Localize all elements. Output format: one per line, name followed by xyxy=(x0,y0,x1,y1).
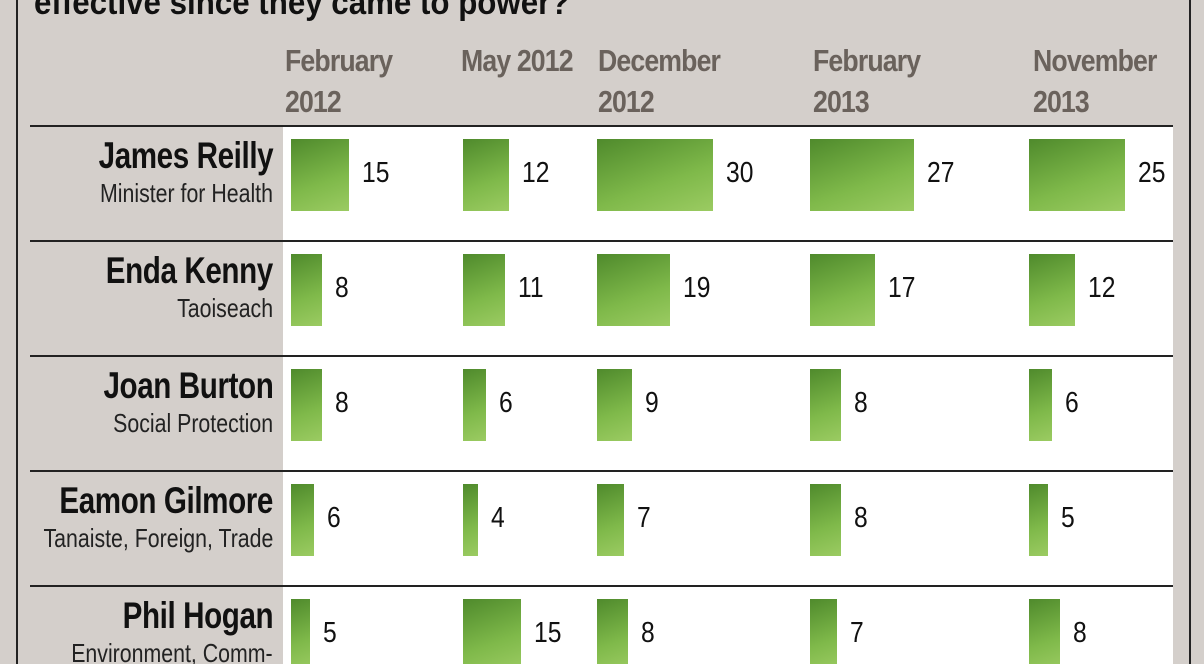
bar xyxy=(597,484,624,556)
bar xyxy=(291,599,311,664)
value-label: 8 xyxy=(853,387,868,419)
value-label: 17 xyxy=(888,272,916,304)
bar xyxy=(291,369,322,441)
value-label: 12 xyxy=(522,157,550,189)
bar xyxy=(463,254,506,326)
column-header: May 2012 xyxy=(461,43,574,78)
value-label: 19 xyxy=(683,272,711,304)
value-label: 15 xyxy=(533,617,562,649)
value-label: 7 xyxy=(849,617,864,649)
person-role: Social Protection xyxy=(113,408,273,438)
bar xyxy=(597,599,628,664)
bar xyxy=(810,484,841,556)
value-label: 7 xyxy=(636,502,651,534)
person-name: James Reilly xyxy=(98,135,273,176)
bar xyxy=(291,254,322,326)
bar xyxy=(463,484,479,556)
column-header: February 2013 xyxy=(813,43,921,119)
person-role: Tanaiste, Foreign, Trade xyxy=(43,523,273,553)
value-label: 8 xyxy=(640,617,655,649)
column-header: February 2012 xyxy=(285,43,393,119)
bar xyxy=(810,139,914,211)
value-label: 12 xyxy=(1088,272,1116,304)
value-label: 15 xyxy=(361,157,390,189)
bar xyxy=(463,369,487,441)
bar xyxy=(1029,139,1126,211)
bar xyxy=(463,599,521,664)
bar xyxy=(1029,484,1049,556)
bar xyxy=(1029,599,1060,664)
person-role: Taoiseach xyxy=(176,293,273,323)
bar xyxy=(810,599,837,664)
bar xyxy=(1029,254,1076,326)
value-label: 9 xyxy=(644,387,659,419)
frame-left xyxy=(16,0,18,664)
person-name: Phil Hogan xyxy=(122,595,273,636)
column-header: November 2013 xyxy=(1033,43,1157,119)
bar xyxy=(291,139,349,211)
bar xyxy=(291,484,315,556)
row-separator xyxy=(30,470,1173,472)
value-label: 8 xyxy=(334,272,349,304)
value-label: 11 xyxy=(518,272,544,304)
person-name: Joan Burton xyxy=(103,365,273,406)
value-label: 8 xyxy=(853,502,868,534)
row-separator xyxy=(30,240,1173,242)
value-label: 6 xyxy=(1065,387,1079,419)
person-name: Enda Kenny xyxy=(105,250,273,291)
row-separator xyxy=(30,125,1173,127)
bar xyxy=(810,254,876,326)
value-label: 25 xyxy=(1138,157,1166,189)
person-role: Minister for Health xyxy=(100,178,273,208)
column-header: December 2012 xyxy=(598,43,721,119)
bar xyxy=(1029,369,1053,441)
value-label: 5 xyxy=(1061,502,1075,534)
value-label: 27 xyxy=(926,157,955,189)
row-separator xyxy=(30,585,1173,587)
chart-title: effective since they came to power? xyxy=(34,0,570,22)
bar xyxy=(810,369,841,441)
value-label: 6 xyxy=(499,387,513,419)
value-label: 6 xyxy=(327,502,341,534)
value-label: 4 xyxy=(491,502,506,534)
value-label: 5 xyxy=(323,617,337,649)
bar xyxy=(597,254,671,326)
value-label: 8 xyxy=(1072,617,1087,649)
person-name: Eamon Gilmore xyxy=(59,480,273,521)
bar xyxy=(597,369,632,441)
plot-area xyxy=(283,125,1173,664)
person-role: Environment, Comm- xyxy=(71,638,273,664)
row-separator xyxy=(30,355,1173,357)
bar xyxy=(597,139,713,211)
value-label: 30 xyxy=(725,157,753,189)
value-label: 8 xyxy=(334,387,349,419)
bar xyxy=(463,139,510,211)
frame-right xyxy=(1189,0,1191,664)
